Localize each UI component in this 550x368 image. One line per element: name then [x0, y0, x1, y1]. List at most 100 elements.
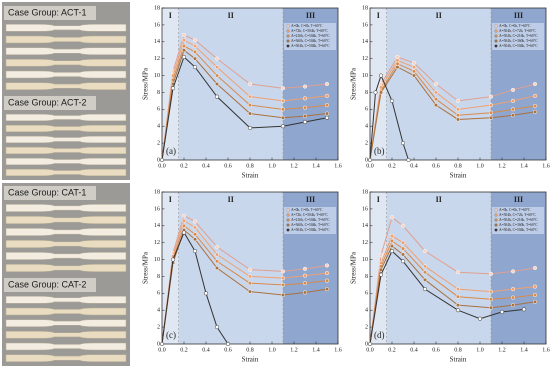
panel-label: (a)	[166, 146, 176, 156]
data-point	[488, 110, 494, 115]
x-tick-label: 1.0	[476, 347, 484, 353]
legend-marker	[494, 213, 498, 217]
data-point	[395, 54, 400, 60]
legend-label: A=504h, C=504h, T=60°C	[499, 228, 538, 233]
data-point	[181, 32, 187, 38]
legend-box	[492, 207, 544, 234]
y-tick-label: 8	[157, 90, 160, 96]
legend-label: A=504h, C=72h, T=60°C	[499, 29, 536, 34]
data-point	[499, 309, 505, 314]
data-point	[532, 299, 538, 304]
data-point	[247, 274, 253, 279]
y-tick-label: 18	[154, 189, 160, 195]
data-point	[302, 290, 308, 295]
data-point	[324, 111, 330, 116]
data-point	[302, 84, 308, 89]
data-point	[192, 249, 198, 254]
region-label: I	[377, 11, 380, 20]
legend-label: A=360h, C=504h, T=60°C	[291, 39, 330, 44]
x-tick-label: 0.6	[432, 347, 440, 353]
data-point	[532, 265, 538, 271]
legend-marker	[494, 44, 498, 48]
y-tick-label: 6	[365, 291, 368, 297]
x-tick-label: 0.6	[224, 347, 232, 353]
specimen	[5, 342, 127, 351]
data-point	[532, 81, 538, 87]
specimen	[5, 146, 127, 155]
data-point	[488, 297, 494, 302]
data-point	[378, 73, 384, 78]
region-label: I	[169, 11, 172, 20]
data-point	[477, 316, 483, 321]
data-point	[532, 103, 538, 109]
photo-label: Case Group: CAT-2	[8, 279, 86, 289]
specimen	[5, 82, 127, 90]
data-point	[422, 264, 428, 269]
y-tick-label: 14	[154, 223, 160, 229]
specimen	[5, 296, 127, 304]
specimen	[5, 168, 127, 177]
data-point	[214, 259, 220, 264]
specimen-group	[5, 24, 127, 362]
y-tick-label: 2	[365, 324, 368, 330]
x-tick-label: 1.2	[498, 163, 506, 169]
photo-label: Case Group: ACT-1	[8, 7, 87, 17]
x-tick-label: 1.4	[312, 163, 320, 169]
x-tick-label: 0.0	[366, 347, 374, 353]
legend-marker	[286, 223, 290, 227]
x-axis-label: Strain	[450, 172, 467, 180]
data-point	[302, 273, 308, 278]
data-point	[181, 38, 187, 43]
x-tick-label: 1.2	[290, 347, 298, 353]
x-tick-label: 1.0	[268, 163, 276, 169]
data-point	[389, 98, 395, 103]
data-point	[400, 223, 406, 228]
data-point	[192, 225, 198, 230]
y-tick-label: 12	[154, 56, 160, 62]
data-point	[214, 65, 220, 70]
data-point	[521, 307, 527, 312]
data-point	[455, 113, 461, 118]
data-point	[214, 94, 220, 99]
region-label: I	[377, 195, 380, 204]
x-axis-label: Strain	[242, 172, 259, 180]
specimen	[5, 264, 127, 272]
data-point	[395, 58, 400, 63]
legend-label: A=0h, C=0h, T=60°C	[499, 24, 531, 29]
data-point	[488, 103, 494, 108]
data-point	[510, 107, 516, 112]
data-point	[455, 117, 461, 122]
legend-label: A=504h, C=216h, T=60°C	[499, 218, 538, 223]
data-point	[488, 115, 494, 120]
specimen	[5, 47, 127, 55]
data-point	[192, 38, 198, 43]
x-tick-label: 0.2	[388, 163, 396, 169]
data-point	[280, 86, 286, 91]
legend-label: A=216h, C=504h, T=60°C	[291, 34, 330, 39]
legend-marker	[494, 24, 498, 28]
legend-label: A=504h, C=504h, T=60°C	[291, 44, 330, 49]
data-point	[455, 287, 461, 292]
region-band	[178, 192, 283, 344]
data-point	[488, 305, 494, 310]
photo-label: Case Group: ACT-2	[8, 97, 87, 107]
data-point	[302, 105, 308, 110]
x-tick-label: 1.0	[476, 163, 484, 169]
data-point	[302, 266, 308, 271]
data-point	[192, 43, 198, 49]
photo-label-box	[4, 6, 96, 20]
legend-box	[492, 23, 544, 50]
data-point	[247, 125, 253, 130]
panel-label: (c)	[166, 330, 176, 340]
data-point	[247, 289, 253, 294]
data-point	[400, 252, 406, 257]
photo-label: Case Group: CAT-1	[8, 187, 86, 197]
data-point	[510, 113, 516, 118]
region-label: III	[514, 11, 523, 20]
data-point	[455, 98, 461, 103]
legend-marker	[494, 218, 498, 222]
specimen	[5, 204, 127, 212]
data-point	[488, 94, 494, 99]
x-tick-label: 0.8	[454, 163, 462, 169]
legend-marker	[286, 228, 290, 232]
